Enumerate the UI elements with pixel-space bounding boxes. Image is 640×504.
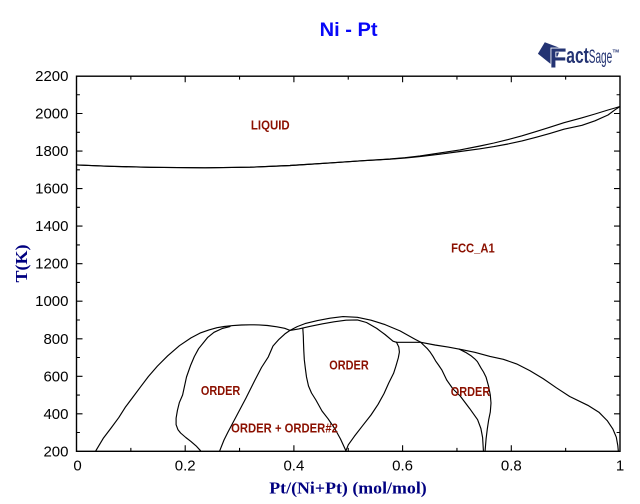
svg-text:0.6: 0.6: [392, 458, 413, 475]
svg-text:1400: 1400: [35, 218, 68, 235]
svg-text:600: 600: [43, 368, 68, 385]
svg-text:Pt/(Ni+Pt) (mol/mol): Pt/(Ni+Pt) (mol/mol): [269, 479, 427, 498]
svg-text:0.8: 0.8: [501, 458, 522, 475]
svg-text:0: 0: [73, 458, 81, 475]
svg-text:TM: TM: [613, 49, 620, 54]
svg-text:act: act: [566, 43, 589, 68]
svg-text:1000: 1000: [35, 293, 68, 310]
svg-text:200: 200: [43, 443, 68, 460]
svg-text:ORDER: ORDER: [329, 358, 369, 373]
svg-text:1: 1: [616, 458, 624, 475]
svg-text:1600: 1600: [35, 181, 68, 198]
svg-text:800: 800: [43, 331, 68, 348]
svg-text:2200: 2200: [35, 68, 68, 85]
svg-text:LIQUID: LIQUID: [251, 118, 290, 133]
svg-text:T(K): T(K): [12, 245, 31, 283]
svg-text:1200: 1200: [35, 256, 68, 273]
svg-text:2000: 2000: [35, 106, 68, 123]
svg-text:ORDER: ORDER: [201, 383, 241, 398]
svg-text:FCC_A1: FCC_A1: [451, 240, 495, 255]
svg-text:0.4: 0.4: [283, 458, 304, 475]
svg-text:ORDER: ORDER: [451, 384, 491, 399]
svg-text:0.2: 0.2: [175, 458, 196, 475]
svg-text:Ni - Pt: Ni - Pt: [320, 20, 378, 41]
svg-text:ORDER + ORDER#2: ORDER + ORDER#2: [231, 420, 338, 435]
svg-text:1800: 1800: [35, 143, 68, 160]
svg-text:400: 400: [43, 406, 68, 423]
svg-text:F: F: [550, 43, 567, 74]
svg-text:Sage: Sage: [589, 47, 612, 68]
